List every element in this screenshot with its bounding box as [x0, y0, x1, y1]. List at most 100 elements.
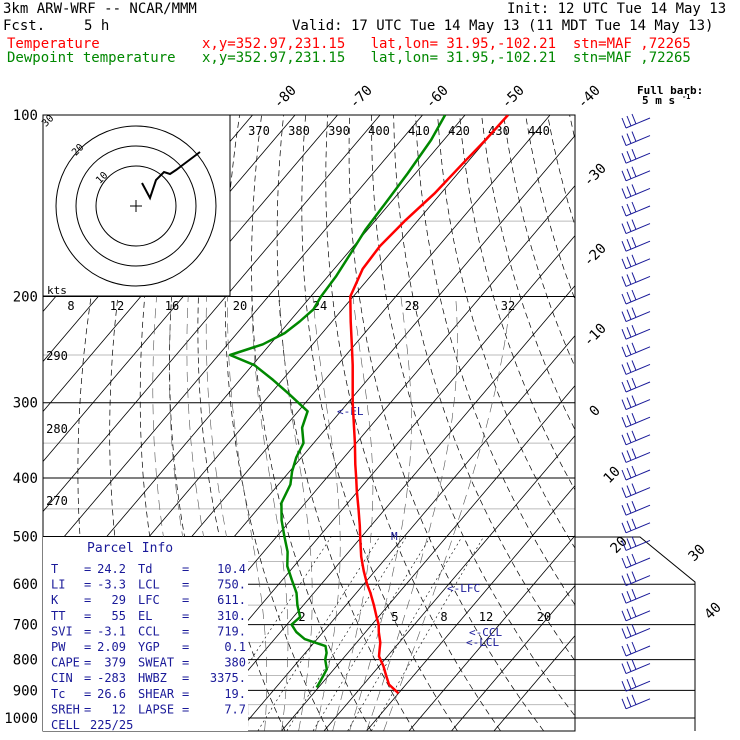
- pressure-label: 200: [13, 290, 38, 306]
- parcel-value: 0.1: [224, 640, 246, 654]
- mixing-ratio-label: 8: [67, 299, 74, 313]
- dewpoint-profile: [228, 115, 447, 689]
- parcel-row: CELL 225/25: [51, 718, 133, 732]
- dry-adiabat: [547, 115, 575, 227]
- parcel-value: 29: [112, 593, 126, 607]
- mixing-ratio-label: 12: [479, 610, 493, 624]
- hodograph-ring: [95, 165, 177, 247]
- pressure-label: 500: [13, 529, 38, 545]
- wind-key-exponent: -1: [682, 93, 690, 101]
- parcel-equals: =: [84, 593, 91, 607]
- parcel-equals: =: [182, 578, 189, 592]
- isotherm: [43, 115, 381, 513]
- level-marker: <-EL: [337, 405, 364, 418]
- isotherm: [43, 115, 466, 613]
- parcel-equals: =: [182, 624, 189, 638]
- pressure-label: 900: [13, 683, 38, 699]
- parcel-value: 10.4: [217, 562, 246, 576]
- hodograph-ring: [75, 145, 197, 267]
- parcel-row: Tc = 26.6 SHEAR = 19.: [51, 687, 246, 701]
- parcel-equals: =: [84, 640, 91, 654]
- pressure-label: 1000: [4, 711, 38, 727]
- theta-label: 380: [288, 124, 310, 138]
- isotherm-label: -40: [575, 83, 604, 112]
- dewpoint-legend-location: x,y=352.97,231.15 lat,lon= 31.95,-102.21…: [202, 50, 691, 66]
- dry-adiabat: [197, 115, 286, 731]
- hodograph-unit-label: kts: [47, 284, 67, 297]
- isotherm: [196, 285, 575, 731]
- parcel-value: 55: [112, 609, 126, 623]
- mixing-ratio-label: 16: [165, 299, 179, 313]
- wind-barb: [621, 483, 651, 499]
- parcel-value: -3.3: [97, 578, 126, 592]
- mixing-ratio-label: 12: [110, 299, 124, 313]
- hodograph-ring: [55, 125, 217, 287]
- parcel-equals: =: [182, 671, 189, 685]
- dry-adiabat: [393, 115, 575, 662]
- dry-adiabat-label: 270: [46, 494, 68, 508]
- dry-adiabat: [614, 115, 740, 731]
- wind-barb: [621, 254, 651, 270]
- wind-barb: [621, 201, 651, 217]
- mixing-ratio-label: 2: [298, 610, 305, 624]
- level-marker: M: [391, 530, 398, 543]
- model-title: 3km ARW-WRF -- NCAR/MMM: [3, 1, 197, 17]
- wind-barb: [621, 237, 651, 252]
- init-time: Init: 12 UTC Tue 14 May 13: [507, 1, 727, 17]
- wind-barb: [621, 307, 651, 323]
- parcel-equals: =: [182, 562, 189, 576]
- parcel-label: LAPSE: [138, 702, 174, 716]
- wind-barb: [621, 677, 651, 692]
- wind-barb: [621, 624, 651, 639]
- pressure-label: 800: [13, 653, 38, 669]
- temperature-profile: [349, 115, 509, 695]
- mixing-ratio-line: [371, 536, 484, 731]
- parcel-equals: =: [182, 687, 189, 701]
- parcel-row: SREH = 12 LAPSE = 7.7: [51, 702, 246, 716]
- wind-barb: [621, 553, 651, 569]
- wind-barb: [621, 501, 651, 516]
- isotherm: [366, 485, 575, 731]
- wind-barb: [621, 641, 651, 657]
- dry-adiabat-label: 280: [46, 422, 68, 436]
- moist-adiabat: [312, 296, 341, 731]
- theta-label: 420: [448, 124, 470, 138]
- dry-adiabat: [481, 115, 575, 431]
- isotherm: [408, 535, 575, 731]
- dry-adiabat: [569, 115, 575, 142]
- parcel-value: 379: [104, 656, 126, 670]
- dry-adiabat: [525, 115, 575, 301]
- parcel-equals: =: [182, 702, 189, 716]
- wind-barb: [621, 395, 651, 411]
- parcel-equals: =: [84, 687, 91, 701]
- parcel-label: TT: [51, 609, 65, 623]
- parcel-equals: =: [84, 578, 91, 592]
- wind-key-line1: Full barb:: [637, 84, 703, 97]
- moist-adiabat: [349, 296, 412, 731]
- dry-adiabat: [325, 115, 501, 731]
- parcel-label: CCL: [138, 624, 160, 638]
- wind-barb: [621, 272, 651, 287]
- wind-barb: [621, 413, 651, 428]
- wind-barb: [621, 694, 651, 710]
- parcel-value: 2.09: [97, 640, 126, 654]
- moist-adiabat: [366, 296, 458, 731]
- pressure-label: 700: [13, 618, 38, 634]
- parcel-value: 26.6: [97, 687, 126, 701]
- parcel-info-title: Parcel Info: [87, 541, 173, 556]
- parcel-equals: =: [84, 702, 91, 716]
- theta-label: 370: [248, 124, 270, 138]
- parcel-row: TT = 55 EL = 310.: [51, 609, 246, 623]
- parcel-value: 611.: [217, 593, 246, 607]
- mixing-ratio-label: 32: [501, 299, 515, 313]
- isotherm: [451, 585, 575, 731]
- parcel-value: 19.: [224, 687, 246, 701]
- pressure-label: 400: [13, 471, 38, 487]
- pressure-label: 300: [13, 396, 38, 412]
- isotherm-label: -10: [581, 321, 610, 350]
- wind-barb: [621, 589, 651, 604]
- dry-adiabat: [503, 115, 575, 368]
- isotherm-label: -50: [499, 83, 528, 112]
- isotherm-label: 30: [686, 542, 709, 565]
- parcel-label: EL: [138, 609, 152, 623]
